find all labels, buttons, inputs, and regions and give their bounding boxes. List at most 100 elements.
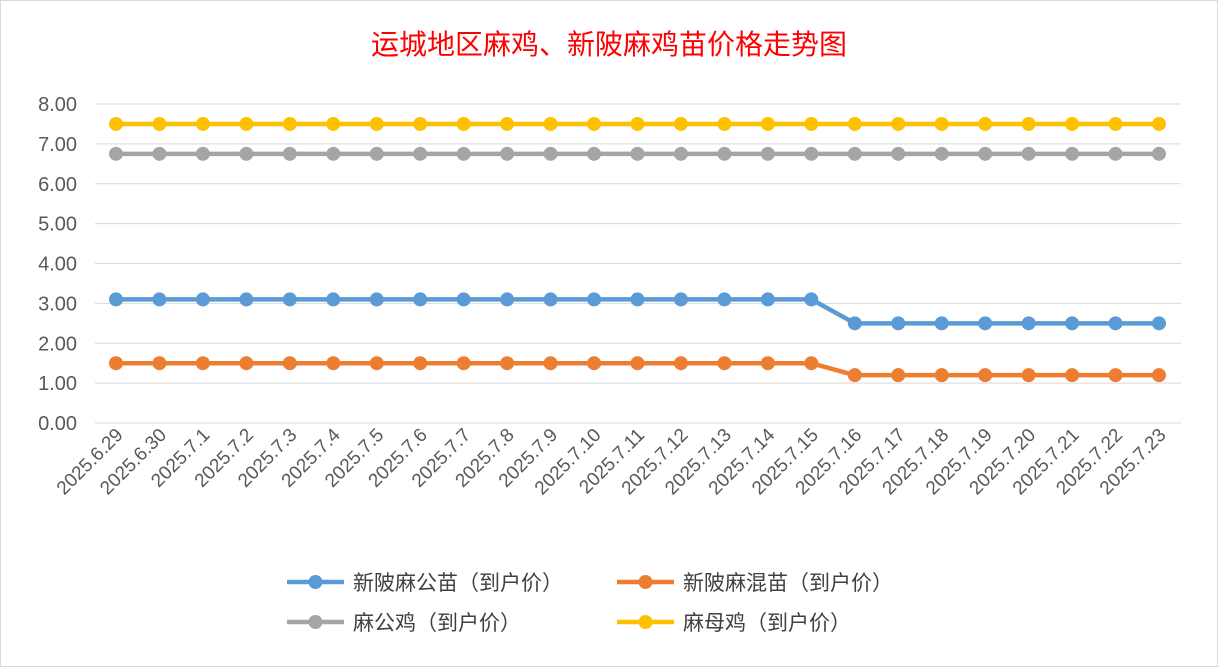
data-point: [804, 356, 819, 371]
data-point: [587, 116, 602, 131]
legend-item: 麻公鸡（到户价）: [287, 611, 521, 635]
data-point: [587, 356, 602, 371]
data-point: [587, 292, 602, 307]
data-point: [543, 356, 558, 371]
data-point: [456, 146, 471, 161]
data-point: [413, 116, 428, 131]
data-point: [1152, 116, 1166, 131]
data-point: [1108, 146, 1123, 161]
data-point: [195, 292, 210, 307]
data-point: [500, 292, 515, 307]
data-point: [109, 356, 123, 371]
data-point: [1152, 368, 1166, 383]
data-point: [1108, 116, 1123, 131]
data-point: [630, 146, 645, 161]
data-point: [630, 356, 645, 371]
series-3: [109, 116, 1166, 131]
data-point: [1065, 316, 1080, 331]
data-point: [847, 316, 862, 331]
data-point: [456, 356, 471, 371]
data-point: [369, 292, 384, 307]
y-axis-ticks: 0.00 1.00 2.00 3.00 4.00 5.00 6.00 7.00 8.00: [38, 94, 77, 435]
data-point: [934, 116, 949, 131]
data-point: [500, 116, 515, 131]
data-point: [978, 146, 993, 161]
data-point: [760, 146, 775, 161]
data-point: [239, 116, 254, 131]
data-point: [152, 356, 167, 371]
data-point: [152, 146, 167, 161]
data-point: [1108, 316, 1123, 331]
data-point: [152, 292, 167, 307]
series-lines: [109, 116, 1166, 383]
data-point: [804, 116, 819, 131]
data-point: [891, 116, 906, 131]
data-point: [760, 116, 775, 131]
data-point: [500, 146, 515, 161]
legend-item: 新陂麻混苗（到户价）: [617, 571, 893, 595]
data-point: [282, 292, 297, 307]
data-point: [500, 356, 515, 371]
legend-item: 麻母鸡（到户价）: [617, 611, 851, 635]
data-point: [1021, 146, 1036, 161]
data-point: [630, 292, 645, 307]
data-point: [891, 368, 906, 383]
data-point: [673, 116, 688, 131]
legend-swatch-marker: [308, 575, 323, 589]
y-tick-label: 7.00: [38, 134, 77, 156]
data-point: [326, 292, 341, 307]
data-point: [109, 292, 123, 307]
data-point: [413, 292, 428, 307]
legend-swatch-marker: [638, 575, 653, 589]
y-tick-label: 2.00: [38, 333, 77, 355]
data-point: [282, 356, 297, 371]
data-point: [760, 356, 775, 371]
legend-label: 麻公鸡（到户价）: [353, 611, 521, 635]
data-point: [760, 292, 775, 307]
legend-label: 新陂麻公苗（到户价）: [353, 571, 563, 595]
data-point: [804, 292, 819, 307]
series-1: [109, 356, 1166, 383]
y-tick-label: 3.00: [38, 293, 77, 315]
data-point: [1108, 368, 1123, 383]
data-point: [1065, 368, 1080, 383]
data-point: [239, 292, 254, 307]
data-point: [847, 146, 862, 161]
data-point: [282, 146, 297, 161]
data-point: [109, 146, 123, 161]
y-tick-label: 0.00: [38, 413, 77, 435]
data-point: [1021, 316, 1036, 331]
data-point: [195, 146, 210, 161]
data-point: [934, 368, 949, 383]
data-point: [978, 368, 993, 383]
data-point: [847, 368, 862, 383]
data-point: [717, 292, 732, 307]
data-point: [326, 146, 341, 161]
data-point: [1065, 146, 1080, 161]
legend: 新陂麻公苗（到户价） 新陂麻混苗（到户价） 麻公鸡（到户价） 麻母鸡（到户价）: [287, 571, 893, 635]
legend-label: 新陂麻混苗（到户价）: [683, 571, 893, 595]
y-tick-label: 6.00: [38, 174, 77, 196]
data-point: [195, 116, 210, 131]
data-point: [1021, 116, 1036, 131]
legend-label: 麻母鸡（到户价）: [683, 611, 851, 635]
data-point: [804, 146, 819, 161]
chart-title: 运城地区麻鸡、新陂麻鸡苗价格走势图: [371, 28, 847, 61]
series-2: [109, 146, 1166, 161]
data-point: [717, 116, 732, 131]
data-point: [717, 146, 732, 161]
y-tick-label: 4.00: [38, 254, 77, 276]
y-tick-label: 5.00: [38, 214, 77, 236]
data-point: [630, 116, 645, 131]
data-point: [1152, 146, 1166, 161]
data-point: [369, 116, 384, 131]
data-point: [673, 146, 688, 161]
legend-item: 新陂麻公苗（到户价）: [287, 571, 563, 595]
data-point: [1021, 368, 1036, 383]
data-point: [978, 316, 993, 331]
data-point: [891, 316, 906, 331]
data-point: [1065, 116, 1080, 131]
